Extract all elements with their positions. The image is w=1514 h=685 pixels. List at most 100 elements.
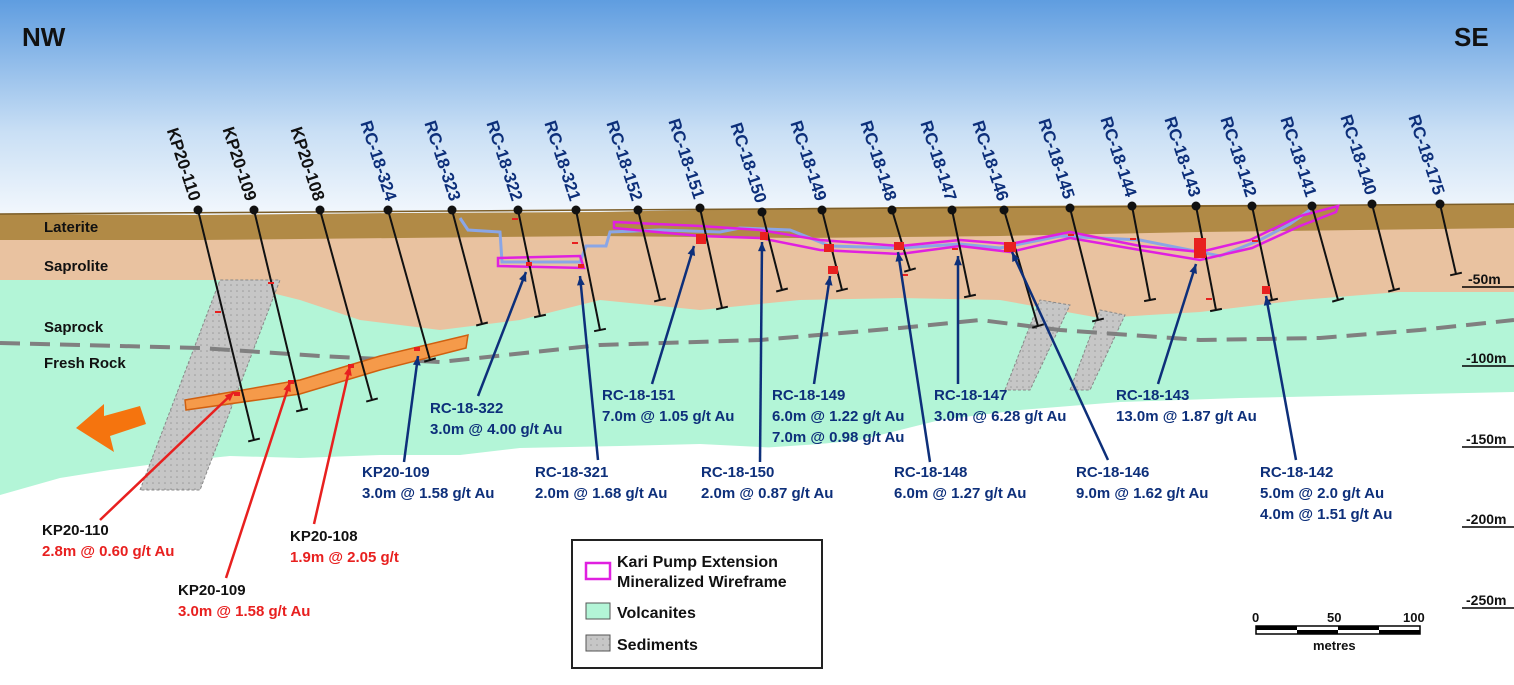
assay-mark	[578, 264, 584, 268]
intercept-rc-18-142-grade-1: 5.0m @ 2.0 g/t Au	[1260, 485, 1384, 502]
leader-line	[312, 365, 352, 525]
saprolite-unit	[0, 228, 1514, 330]
intercept-kp20-109-name: KP20-109	[362, 464, 430, 481]
leader-line	[896, 251, 932, 463]
hole-toe-rc-18-321	[593, 327, 607, 333]
assay-mark	[1262, 286, 1270, 294]
fresh-rock-boundary	[0, 317, 1514, 365]
intercept-rc-18-321-name: RC-18-321	[535, 464, 608, 481]
hole-collar-rc-18-145	[1065, 203, 1075, 213]
depth-axis: -50m -100m -150m -200m -250m	[1462, 271, 1514, 609]
leader-line	[476, 271, 528, 397]
hole-trace-rc-18-321	[575, 209, 601, 331]
intercept-rc-18-143-grade: 13.0m @ 1.87 g/t Au	[1116, 408, 1257, 425]
intercept-kp20-110-name: KP20-110	[42, 522, 109, 539]
hole-collar-rc-18-149	[817, 205, 827, 215]
intercept-rc-18-148-grade: 6.0m @ 1.27 g/t Au	[894, 485, 1026, 502]
assay-mark	[234, 392, 240, 396]
laterite-unit	[0, 204, 1514, 240]
intercept-rc-18-149-grade-1: 6.0m @ 1.22 g/t Au	[772, 408, 904, 425]
scale-bar-seg-2	[1297, 630, 1338, 634]
hole-toe-rc-18-175	[1449, 271, 1463, 277]
intercept-kp20-109-red-grade: 3.0m @ 1.58 g/t Au	[178, 603, 310, 620]
legend-box	[571, 539, 823, 669]
compass-se: SE	[1454, 22, 1489, 52]
intercept-rc-18-322-name: RC-18-322	[430, 400, 503, 417]
hole-collar-rc-18-151	[695, 203, 705, 213]
hole-collar-rc-18-141	[1307, 201, 1317, 211]
sediment-band-east-2	[1069, 309, 1126, 391]
intercept-kp20-108-grade: 1.9m @ 2.05 g/t	[290, 549, 399, 566]
intercept-rc-18-146-name: RC-18-146	[1076, 464, 1149, 481]
leader-arrowhead	[824, 276, 833, 286]
leader-arrowhead	[758, 242, 766, 252]
leader-line	[402, 355, 420, 463]
legend: Kari Pump Extension Mineralized Wirefram…	[571, 539, 823, 669]
assay-mark	[1130, 238, 1136, 240]
hole-collar-kp20-108	[315, 205, 325, 215]
assay-mark	[952, 248, 958, 250]
intercept-leaders-layer	[99, 241, 1298, 579]
hole-toe-rc-18-140	[1387, 287, 1401, 293]
scale-bar-seg-3	[1338, 626, 1379, 630]
hole-collar-kp20-110	[193, 205, 203, 215]
depth-label-200: -200m	[1466, 511, 1506, 527]
scale-bar: 0 50 100 metres	[1252, 610, 1425, 653]
hole-trace-rc-18-142	[1251, 205, 1273, 301]
scale-tick-0: 0	[1252, 610, 1259, 625]
assay-mark	[1194, 238, 1206, 258]
hole-toe-rc-18-152	[653, 297, 667, 303]
hole-trace-rc-18-146	[1003, 209, 1039, 327]
leader-arrowhead	[1263, 296, 1272, 306]
hole-toe-rc-18-151	[715, 305, 729, 311]
hole-toe-rc-18-145	[1091, 317, 1105, 323]
intercept-rc-18-142-name: RC-18-142	[1260, 464, 1333, 481]
hole-collar-rc-18-146	[999, 205, 1009, 215]
assay-mark	[1206, 298, 1212, 300]
sediment-band-west	[139, 279, 281, 491]
assay-mark	[828, 266, 838, 274]
depth-label-150: -150m	[1466, 431, 1506, 447]
hole-collar-rc-18-321	[571, 205, 581, 215]
hole-collar-rc-18-152	[633, 205, 643, 215]
hole-toe-rc-18-322	[533, 313, 547, 319]
intercept-rc-18-143-name: RC-18-143	[1116, 387, 1189, 404]
hole-trace-kp20-110	[197, 209, 255, 441]
intercept-rc-18-142-grade-2: 4.0m @ 1.51 g/t Au	[1260, 506, 1392, 523]
intercept-rc-18-148-name: RC-18-148	[894, 464, 967, 481]
leader-line	[650, 245, 696, 385]
intercept-rc-18-147-grade: 3.0m @ 6.28 g/t Au	[934, 408, 1066, 425]
intercept-kp20-110-grade: 2.8m @ 0.60 g/t Au	[42, 543, 174, 560]
scale-tick-50: 50	[1327, 610, 1341, 625]
kp-orebody	[184, 334, 469, 411]
depth-label-250: -250m	[1466, 592, 1506, 608]
assay-mark	[902, 274, 908, 276]
leader-line	[758, 241, 764, 463]
hole-trace-rc-18-150	[761, 211, 783, 291]
leader-arrowhead	[519, 272, 527, 282]
leader-arrowhead	[577, 276, 585, 286]
hole-trace-rc-18-144	[1131, 205, 1151, 301]
hole-toe-rc-18-324	[423, 357, 437, 363]
leader-arrowhead	[1189, 264, 1197, 274]
hole-toe-rc-18-323	[475, 321, 489, 327]
intercept-rc-18-150-grade: 2.0m @ 0.87 g/t Au	[701, 485, 833, 502]
leader-line	[578, 275, 600, 461]
hole-trace-rc-18-175	[1439, 203, 1457, 275]
compass-nw: NW	[22, 22, 66, 52]
hole-collar-rc-18-150	[757, 207, 767, 217]
assay-mark	[1004, 242, 1016, 252]
hole-collar-rc-18-140	[1367, 199, 1377, 209]
intercept-rc-18-149-grade-2: 7.0m @ 0.98 g/t Au	[772, 429, 904, 446]
hole-collar-kp20-109	[249, 205, 259, 215]
leader-line	[99, 391, 235, 521]
hole-collar-rc-18-144	[1127, 201, 1137, 211]
intercept-rc-18-322-grade: 3.0m @ 4.00 g/t Au	[430, 421, 562, 438]
hole-collar-rc-18-147	[947, 205, 957, 215]
wireframe-main	[612, 204, 1340, 262]
leader-arrowhead	[954, 256, 962, 266]
depth-label-50: -50m	[1468, 271, 1501, 287]
legend-label-sediments: Sediments	[617, 637, 698, 654]
hole-collar-rc-18-324	[383, 205, 393, 215]
assay-mark	[215, 311, 221, 313]
